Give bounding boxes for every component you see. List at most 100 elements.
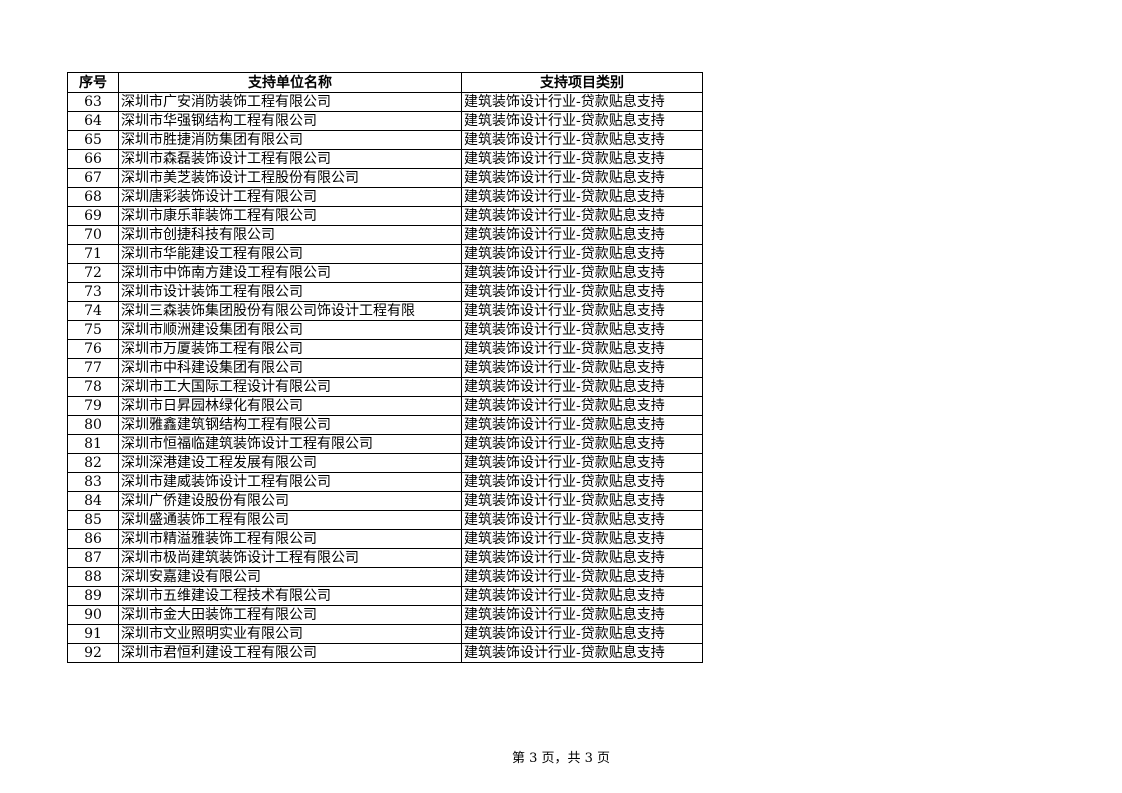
table-header-row: 序号 支持单位名称 支持项目类别 — [67, 72, 703, 93]
page-number: 第 3 页，共 3 页 — [511, 751, 611, 766]
cell-index: 65 — [67, 130, 119, 150]
cell-index: 84 — [67, 491, 119, 511]
cell-category: 建筑装饰设计行业-贷款贴息支持 — [461, 643, 703, 663]
table-row: 69 深圳市康乐菲装饰工程有限公司 建筑装饰设计行业-贷款贴息支持 — [67, 206, 703, 226]
table-row: 78 深圳市工大国际工程设计有限公司 建筑装饰设计行业-贷款贴息支持 — [67, 377, 703, 397]
support-list-table: 序号 支持单位名称 支持项目类别 63 深圳市广安消防装饰工程有限公司 建筑装饰设计… — [67, 72, 703, 663]
cell-index: 73 — [67, 282, 119, 302]
cell-unit-name: 深圳市森磊装饰设计工程有限公司 — [118, 149, 462, 169]
cell-category: 建筑装饰设计行业-贷款贴息支持 — [461, 92, 703, 112]
cell-category: 建筑装饰设计行业-贷款贴息支持 — [461, 263, 703, 283]
cell-unit-name: 深圳市恒福临建筑装饰设计工程有限公司 — [118, 434, 462, 454]
cell-unit-name: 深圳市文业照明实业有限公司 — [118, 624, 462, 644]
cell-unit-name: 深圳市中科建设集团有限公司 — [118, 358, 462, 378]
cell-category: 建筑装饰设计行业-贷款贴息支持 — [461, 396, 703, 416]
cell-index: 68 — [67, 187, 119, 207]
cell-index: 74 — [67, 301, 119, 321]
cell-index: 78 — [67, 377, 119, 397]
cell-category: 建筑装饰设计行业-贷款贴息支持 — [461, 472, 703, 492]
table-row: 75 深圳市顺洲建设集团有限公司 建筑装饰设计行业-贷款贴息支持 — [67, 320, 703, 340]
cell-index: 87 — [67, 548, 119, 568]
cell-category: 建筑装饰设计行业-贷款贴息支持 — [461, 605, 703, 625]
cell-unit-name: 深圳市建威装饰设计工程有限公司 — [118, 472, 462, 492]
cell-category: 建筑装饰设计行业-贷款贴息支持 — [461, 510, 703, 530]
table-body: 63 深圳市广安消防装饰工程有限公司 建筑装饰设计行业-贷款贴息支持 64 深圳市华强钢… — [67, 92, 703, 663]
table-row: 91 深圳市文业照明实业有限公司 建筑装饰设计行业-贷款贴息支持 — [67, 624, 703, 644]
table-row: 70 深圳市创捷科技有限公司 建筑装饰设计行业-贷款贴息支持 — [67, 225, 703, 245]
cell-unit-name: 深圳盛通装饰工程有限公司 — [118, 510, 462, 530]
table-row: 74 深圳三森装饰集团股份有限公司饰设计工程有限 建筑装饰设计行业-贷款贴息支持 — [67, 301, 703, 321]
cell-index: 75 — [67, 320, 119, 340]
cell-index: 92 — [67, 643, 119, 663]
cell-unit-name: 深圳市工大国际工程设计有限公司 — [118, 377, 462, 397]
cell-unit-name: 深圳市万厦装饰工程有限公司 — [118, 339, 462, 359]
cell-unit-name: 深圳三森装饰集团股份有限公司饰设计工程有限 — [118, 301, 462, 321]
cell-unit-name: 深圳市五维建设工程技术有限公司 — [118, 586, 462, 606]
cell-index: 69 — [67, 206, 119, 226]
table-row: 88 深圳安嘉建设有限公司 建筑装饰设计行业-贷款贴息支持 — [67, 567, 703, 587]
cell-category: 建筑装饰设计行业-贷款贴息支持 — [461, 282, 703, 302]
header-unit-name: 支持单位名称 — [118, 72, 462, 93]
table-row: 79 深圳市日昇园林绿化有限公司 建筑装饰设计行业-贷款贴息支持 — [67, 396, 703, 416]
table-row: 68 深圳唐彩装饰设计工程有限公司 建筑装饰设计行业-贷款贴息支持 — [67, 187, 703, 207]
cell-category: 建筑装饰设计行业-贷款贴息支持 — [461, 491, 703, 511]
cell-unit-name: 深圳市君恒利建设工程有限公司 — [118, 643, 462, 663]
cell-index: 89 — [67, 586, 119, 606]
header-category: 支持项目类别 — [461, 72, 703, 93]
cell-unit-name: 深圳市康乐菲装饰工程有限公司 — [118, 206, 462, 226]
cell-category: 建筑装饰设计行业-贷款贴息支持 — [461, 187, 703, 207]
cell-category: 建筑装饰设计行业-贷款贴息支持 — [461, 567, 703, 587]
table-row: 84 深圳广侨建设股份有限公司 建筑装饰设计行业-贷款贴息支持 — [67, 491, 703, 511]
cell-index: 63 — [67, 92, 119, 112]
cell-index: 72 — [67, 263, 119, 283]
cell-index: 64 — [67, 111, 119, 131]
cell-index: 67 — [67, 168, 119, 188]
cell-category: 建筑装饰设计行业-贷款贴息支持 — [461, 320, 703, 340]
cell-unit-name: 深圳安嘉建设有限公司 — [118, 567, 462, 587]
cell-category: 建筑装饰设计行业-贷款贴息支持 — [461, 434, 703, 454]
table-row: 87 深圳市极尚建筑装饰设计工程有限公司 建筑装饰设计行业-贷款贴息支持 — [67, 548, 703, 568]
cell-category: 建筑装饰设计行业-贷款贴息支持 — [461, 149, 703, 169]
table-row: 67 深圳市美芝装饰设计工程股份有限公司 建筑装饰设计行业-贷款贴息支持 — [67, 168, 703, 188]
cell-unit-name: 深圳市美芝装饰设计工程股份有限公司 — [118, 168, 462, 188]
cell-unit-name: 深圳雅鑫建筑钢结构工程有限公司 — [118, 415, 462, 435]
table-row: 71 深圳市华能建设工程有限公司 建筑装饰设计行业-贷款贴息支持 — [67, 244, 703, 264]
cell-category: 建筑装饰设计行业-贷款贴息支持 — [461, 168, 703, 188]
cell-index: 91 — [67, 624, 119, 644]
table-row: 64 深圳市华强钢结构工程有限公司 建筑装饰设计行业-贷款贴息支持 — [67, 111, 703, 131]
cell-category: 建筑装饰设计行业-贷款贴息支持 — [461, 358, 703, 378]
cell-unit-name: 深圳市顺洲建设集团有限公司 — [118, 320, 462, 340]
cell-category: 建筑装饰设计行业-贷款贴息支持 — [461, 415, 703, 435]
cell-index: 81 — [67, 434, 119, 454]
table-row: 63 深圳市广安消防装饰工程有限公司 建筑装饰设计行业-贷款贴息支持 — [67, 92, 703, 112]
cell-unit-name: 深圳市华能建设工程有限公司 — [118, 244, 462, 264]
cell-unit-name: 深圳市华强钢结构工程有限公司 — [118, 111, 462, 131]
cell-index: 70 — [67, 225, 119, 245]
cell-category: 建筑装饰设计行业-贷款贴息支持 — [461, 548, 703, 568]
cell-index: 86 — [67, 529, 119, 549]
cell-category: 建筑装饰设计行业-贷款贴息支持 — [461, 624, 703, 644]
table-row: 66 深圳市森磊装饰设计工程有限公司 建筑装饰设计行业-贷款贴息支持 — [67, 149, 703, 169]
cell-index: 79 — [67, 396, 119, 416]
cell-unit-name: 深圳市设计装饰工程有限公司 — [118, 282, 462, 302]
cell-index: 82 — [67, 453, 119, 473]
cell-index: 83 — [67, 472, 119, 492]
cell-index: 85 — [67, 510, 119, 530]
header-index: 序号 — [67, 72, 119, 93]
cell-unit-name: 深圳市日昇园林绿化有限公司 — [118, 396, 462, 416]
cell-index: 71 — [67, 244, 119, 264]
cell-unit-name: 深圳深港建设工程发展有限公司 — [118, 453, 462, 473]
cell-category: 建筑装饰设计行业-贷款贴息支持 — [461, 301, 703, 321]
cell-category: 建筑装饰设计行业-贷款贴息支持 — [461, 244, 703, 264]
cell-category: 建筑装饰设计行业-贷款贴息支持 — [461, 130, 703, 150]
table-row: 76 深圳市万厦装饰工程有限公司 建筑装饰设计行业-贷款贴息支持 — [67, 339, 703, 359]
table-row: 85 深圳盛通装饰工程有限公司 建筑装饰设计行业-贷款贴息支持 — [67, 510, 703, 530]
cell-category: 建筑装饰设计行业-贷款贴息支持 — [461, 377, 703, 397]
table-row: 81 深圳市恒福临建筑装饰设计工程有限公司 建筑装饰设计行业-贷款贴息支持 — [67, 434, 703, 454]
cell-category: 建筑装饰设计行业-贷款贴息支持 — [461, 529, 703, 549]
cell-index: 88 — [67, 567, 119, 587]
table-row: 92 深圳市君恒利建设工程有限公司 建筑装饰设计行业-贷款贴息支持 — [67, 643, 703, 663]
table-row: 90 深圳市金大田装饰工程有限公司 建筑装饰设计行业-贷款贴息支持 — [67, 605, 703, 625]
table-row: 80 深圳雅鑫建筑钢结构工程有限公司 建筑装饰设计行业-贷款贴息支持 — [67, 415, 703, 435]
cell-category: 建筑装饰设计行业-贷款贴息支持 — [461, 111, 703, 131]
